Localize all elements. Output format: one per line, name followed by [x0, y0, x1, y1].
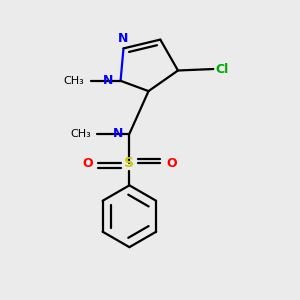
- Text: O: O: [166, 157, 177, 170]
- Text: N: N: [113, 127, 124, 140]
- Text: N: N: [118, 32, 129, 45]
- Text: N: N: [103, 74, 113, 87]
- Text: CH₃: CH₃: [63, 76, 84, 86]
- Text: Cl: Cl: [216, 62, 229, 76]
- Text: S: S: [124, 156, 134, 170]
- Text: O: O: [82, 157, 93, 170]
- Text: CH₃: CH₃: [70, 129, 91, 139]
